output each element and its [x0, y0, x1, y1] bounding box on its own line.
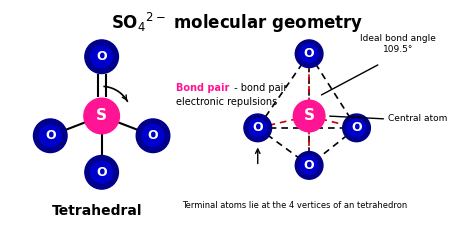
Text: O: O — [96, 50, 107, 63]
Text: electronic repulsions: electronic repulsions — [176, 97, 277, 107]
Text: O: O — [351, 121, 362, 134]
Text: Ideal bond angle
109.5°: Ideal bond angle 109.5° — [360, 34, 436, 54]
Text: O: O — [148, 129, 158, 142]
Text: - bond pair: - bond pair — [231, 83, 287, 93]
Text: O: O — [253, 121, 263, 134]
Circle shape — [244, 114, 272, 142]
Circle shape — [293, 100, 325, 132]
Text: O: O — [45, 129, 55, 142]
Circle shape — [85, 40, 118, 73]
Circle shape — [84, 98, 119, 134]
Circle shape — [39, 125, 61, 147]
Text: Terminal atoms lie at the 4 vertices of an tetrahedron: Terminal atoms lie at the 4 vertices of … — [182, 201, 407, 210]
Text: O: O — [96, 166, 107, 179]
Circle shape — [295, 40, 323, 68]
Circle shape — [91, 46, 112, 68]
Text: SO$_4$$^{2-}$ molecular geometry: SO$_4$$^{2-}$ molecular geometry — [111, 11, 363, 35]
Text: Central atom: Central atom — [388, 114, 447, 123]
Text: Bond pair: Bond pair — [176, 83, 229, 93]
Circle shape — [91, 161, 112, 183]
Circle shape — [85, 155, 118, 189]
Circle shape — [142, 125, 164, 147]
Text: Tetrahedral: Tetrahedral — [52, 204, 142, 218]
Circle shape — [300, 156, 318, 174]
Circle shape — [300, 45, 318, 63]
Circle shape — [249, 119, 267, 137]
Circle shape — [347, 119, 365, 137]
Circle shape — [343, 114, 370, 142]
Text: S: S — [304, 109, 315, 124]
Circle shape — [295, 152, 323, 179]
Circle shape — [136, 119, 170, 152]
Text: O: O — [304, 47, 314, 60]
Circle shape — [34, 119, 67, 152]
Text: O: O — [304, 159, 314, 172]
Text: S: S — [96, 109, 107, 124]
